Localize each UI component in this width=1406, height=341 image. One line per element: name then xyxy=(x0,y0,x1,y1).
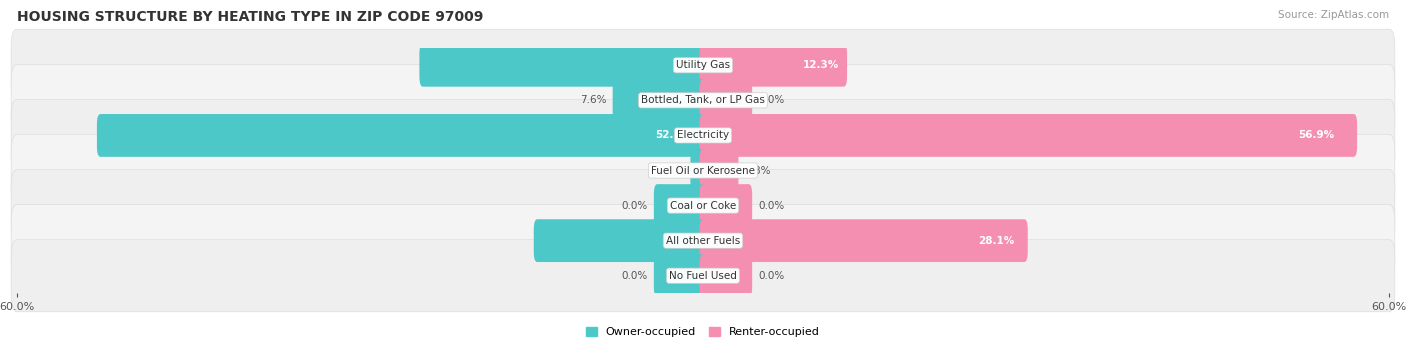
Text: 52.7%: 52.7% xyxy=(655,130,692,140)
FancyBboxPatch shape xyxy=(613,79,706,122)
Text: 0.0%: 0.0% xyxy=(621,201,648,211)
FancyBboxPatch shape xyxy=(700,149,738,192)
FancyBboxPatch shape xyxy=(700,184,752,227)
FancyBboxPatch shape xyxy=(654,184,706,227)
FancyBboxPatch shape xyxy=(700,79,752,122)
Text: HOUSING STRUCTURE BY HEATING TYPE IN ZIP CODE 97009: HOUSING STRUCTURE BY HEATING TYPE IN ZIP… xyxy=(17,10,484,24)
Text: Fuel Oil or Kerosene: Fuel Oil or Kerosene xyxy=(651,165,755,176)
FancyBboxPatch shape xyxy=(700,44,846,87)
Text: 0.8%: 0.8% xyxy=(658,165,685,176)
Text: 0.0%: 0.0% xyxy=(758,271,785,281)
Text: Utility Gas: Utility Gas xyxy=(676,60,730,70)
FancyBboxPatch shape xyxy=(11,205,1395,277)
FancyBboxPatch shape xyxy=(700,219,1028,262)
FancyBboxPatch shape xyxy=(534,219,706,262)
FancyBboxPatch shape xyxy=(11,64,1395,136)
Text: 24.5%: 24.5% xyxy=(681,60,717,70)
Text: 0.0%: 0.0% xyxy=(621,271,648,281)
Text: 2.8%: 2.8% xyxy=(744,165,770,176)
Text: 0.0%: 0.0% xyxy=(758,201,785,211)
FancyBboxPatch shape xyxy=(11,29,1395,101)
Text: All other Fuels: All other Fuels xyxy=(666,236,740,246)
FancyBboxPatch shape xyxy=(700,114,1357,157)
FancyBboxPatch shape xyxy=(654,254,706,297)
Text: 12.3%: 12.3% xyxy=(803,60,839,70)
FancyBboxPatch shape xyxy=(700,254,752,297)
FancyBboxPatch shape xyxy=(419,44,706,87)
Text: 7.6%: 7.6% xyxy=(581,95,607,105)
FancyBboxPatch shape xyxy=(11,134,1395,207)
FancyBboxPatch shape xyxy=(97,114,706,157)
Text: Source: ZipAtlas.com: Source: ZipAtlas.com xyxy=(1278,10,1389,20)
Text: Electricity: Electricity xyxy=(676,130,730,140)
FancyBboxPatch shape xyxy=(11,240,1395,312)
FancyBboxPatch shape xyxy=(690,149,706,192)
Text: No Fuel Used: No Fuel Used xyxy=(669,271,737,281)
Text: 0.0%: 0.0% xyxy=(758,95,785,105)
FancyBboxPatch shape xyxy=(11,169,1395,241)
Text: Coal or Coke: Coal or Coke xyxy=(669,201,737,211)
Text: Bottled, Tank, or LP Gas: Bottled, Tank, or LP Gas xyxy=(641,95,765,105)
Text: 56.9%: 56.9% xyxy=(1298,130,1334,140)
Text: 14.5%: 14.5% xyxy=(690,236,725,246)
FancyBboxPatch shape xyxy=(11,100,1395,172)
Text: 28.1%: 28.1% xyxy=(979,236,1015,246)
Legend: Owner-occupied, Renter-occupied: Owner-occupied, Renter-occupied xyxy=(581,323,825,341)
